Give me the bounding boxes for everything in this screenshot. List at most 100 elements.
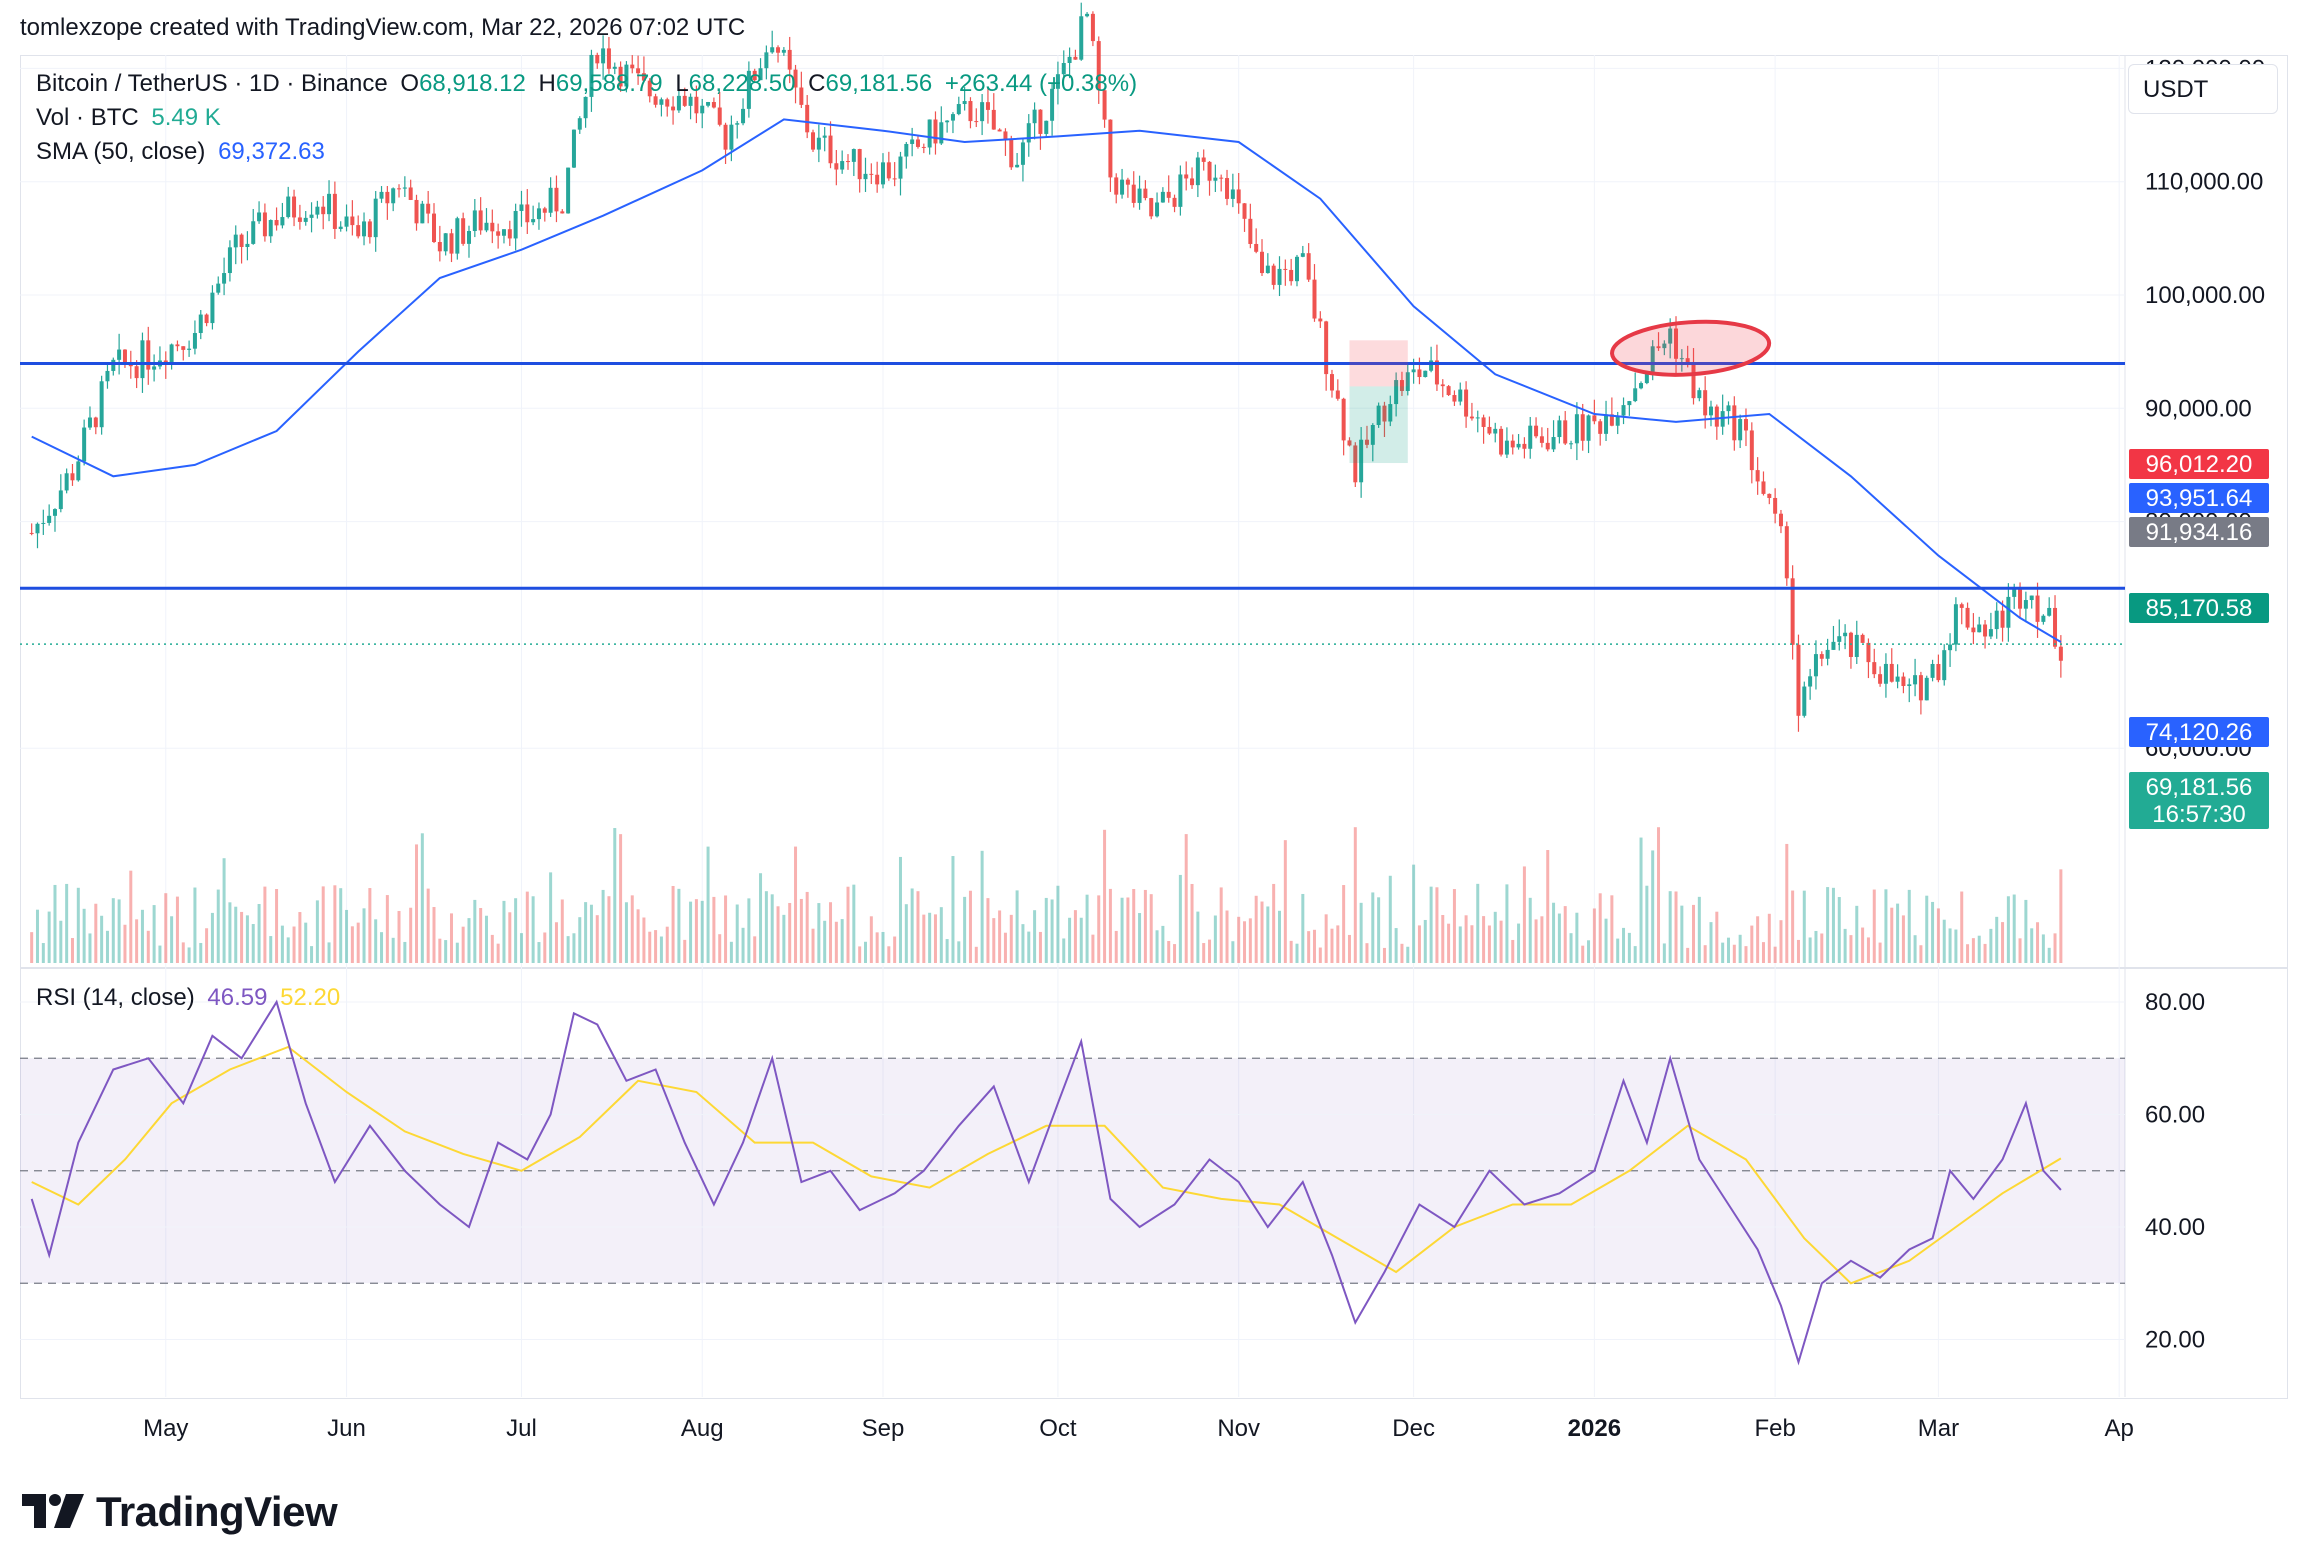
volume-bar: [910, 888, 914, 963]
x-tick-label: Aug: [681, 1415, 724, 1442]
volume-bar: [397, 910, 401, 963]
candle-body: [828, 135, 833, 164]
candle-body: [41, 522, 46, 524]
volume-bar: [1942, 919, 1946, 963]
candle-body: [1639, 383, 1644, 389]
candles: [29, 2, 2063, 732]
candle-body: [1114, 177, 1119, 195]
candle-body: [262, 212, 267, 237]
volume-bar: [444, 940, 448, 963]
candle-body: [1522, 443, 1527, 449]
volume-bar: [1557, 913, 1561, 963]
candle-body: [461, 218, 466, 244]
volume-bar: [607, 896, 611, 963]
candle-body: [344, 216, 349, 227]
rsi-tick-label: 20.00: [2145, 1327, 2205, 1354]
candle-body: [1942, 650, 1947, 681]
candle-body: [1674, 328, 1679, 359]
volume-bar: [519, 933, 523, 963]
candle-body: [1469, 416, 1474, 419]
volume-bar: [1073, 910, 1077, 963]
candle-body: [2018, 589, 2023, 609]
volume-bar: [1587, 940, 1591, 963]
volume-bar: [1015, 890, 1019, 963]
rsi-ma-line: [31, 1045, 2062, 1285]
volume-bars: [30, 827, 2063, 963]
candle-body: [1773, 497, 1778, 514]
candle-body: [1504, 440, 1509, 455]
volume-bar: [601, 889, 605, 963]
volume-bar: [263, 886, 267, 963]
candle-body: [181, 346, 186, 350]
volume-bar: [1552, 902, 1556, 963]
volume-bar: [1458, 926, 1462, 963]
volume-bar: [1773, 946, 1777, 963]
volume-bar: [292, 926, 296, 963]
candle-body: [997, 129, 1002, 132]
volume-bar: [1330, 928, 1334, 963]
candle-body: [2006, 596, 2011, 628]
candle-body: [647, 80, 652, 97]
candle-body: [1813, 654, 1818, 677]
volume-bar: [887, 946, 891, 963]
candle-body: [980, 102, 985, 122]
volume-bar: [380, 932, 384, 963]
volume-bar: [1756, 916, 1760, 963]
candle-body: [1009, 139, 1014, 168]
candle-body: [82, 427, 87, 462]
volume-bar: [1044, 897, 1048, 963]
volume-bar: [1347, 934, 1351, 963]
volume-bar: [1359, 902, 1363, 963]
volume-bar: [759, 873, 763, 963]
candle-body: [1854, 634, 1859, 657]
candle-body: [1364, 439, 1369, 445]
candle-body: [1872, 662, 1877, 675]
candle-body: [799, 87, 804, 105]
candle-body: [257, 212, 262, 222]
volume-bar: [1342, 885, 1346, 963]
candle-body: [1283, 268, 1288, 270]
candle-body: [501, 229, 506, 236]
candle-body: [2012, 589, 2017, 597]
candle-body: [583, 96, 588, 119]
rsi-line: [30, 999, 2062, 1366]
volume-bar: [1633, 946, 1637, 963]
candle-body: [1061, 63, 1066, 75]
volume-bar: [1452, 889, 1456, 963]
volume-bar: [315, 900, 319, 963]
candle-body: [1289, 269, 1294, 282]
volume-bar: [1977, 935, 1981, 963]
volume-bar: [1837, 897, 1841, 963]
candle-body: [927, 119, 932, 148]
candle-body: [1125, 179, 1130, 185]
candle-body: [1878, 674, 1883, 684]
candle-body: [1685, 358, 1690, 363]
volume-bar: [1703, 945, 1707, 963]
price-label-text: 69,181.56: [2146, 774, 2253, 801]
volume-bar: [1808, 937, 1812, 963]
candle-body: [805, 104, 810, 133]
candle-body: [933, 119, 938, 144]
volume-bar: [1056, 885, 1060, 963]
legend-vol-label: Vol · BTC: [36, 104, 139, 131]
legend-rsi-label: RSI (14, close): [36, 984, 195, 1011]
volume-bar: [1417, 925, 1421, 963]
candle-body: [1160, 191, 1165, 203]
volume-bar: [2012, 894, 2016, 963]
volume-bar: [1021, 924, 1025, 963]
candle-body: [1732, 405, 1737, 441]
candle-body: [1895, 676, 1900, 682]
candle-body: [536, 208, 541, 220]
candle-body: [338, 226, 343, 229]
candle-body: [1155, 202, 1160, 217]
candle-body: [1423, 370, 1428, 378]
volume-bar: [968, 890, 972, 963]
volume-bar: [1645, 885, 1649, 963]
volume-bar: [741, 927, 745, 963]
candle-body: [1254, 243, 1259, 252]
candle-body: [87, 417, 92, 428]
currency-selector[interactable]: USDT: [2128, 64, 2278, 114]
volume-bar: [82, 908, 86, 963]
candle-body: [682, 95, 687, 106]
